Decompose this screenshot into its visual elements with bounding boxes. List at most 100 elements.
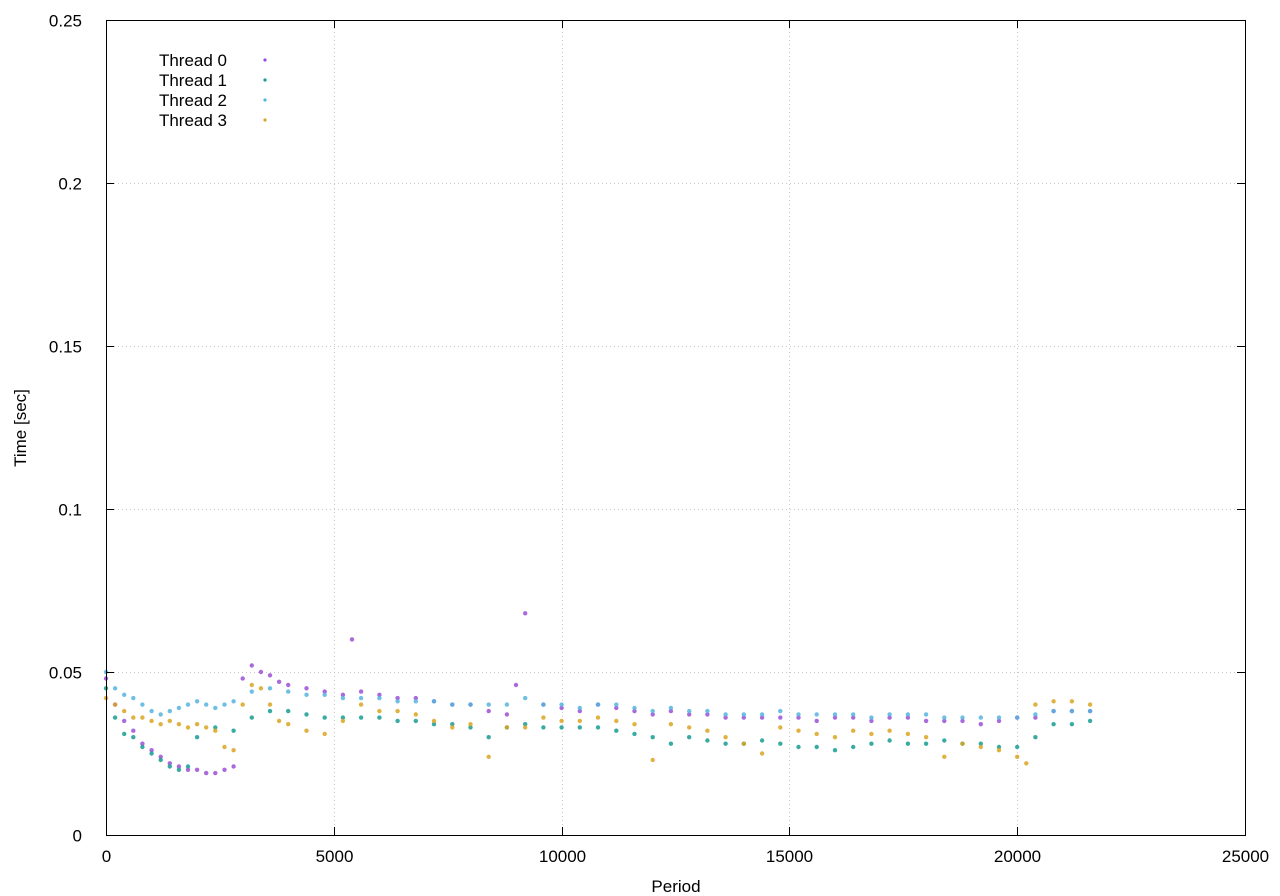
data-point <box>523 611 528 616</box>
legend-marker <box>263 98 267 102</box>
data-point <box>486 708 491 714</box>
data-point <box>887 738 892 743</box>
data-point <box>778 725 783 730</box>
x-tick-label: 20000 <box>994 847 1041 866</box>
data-point <box>112 702 118 707</box>
series-1 <box>103 686 1093 772</box>
data-point <box>358 715 364 720</box>
data-point <box>504 712 510 717</box>
data-point <box>431 718 437 724</box>
data-point <box>286 689 291 694</box>
data-point <box>304 728 309 733</box>
data-point <box>650 708 655 714</box>
data-point <box>960 741 965 746</box>
data-point <box>258 669 264 675</box>
data-point <box>286 722 291 727</box>
data-point <box>832 712 838 717</box>
data-point <box>996 744 1002 750</box>
plot-frame <box>106 20 1246 836</box>
data-point <box>276 679 282 684</box>
x-tick-label: 25000 <box>1222 847 1269 866</box>
data-point <box>942 715 947 720</box>
grid-layer <box>106 20 1245 835</box>
data-point <box>358 689 364 694</box>
legend-marker <box>263 78 267 82</box>
data-point <box>541 725 546 730</box>
data-point <box>632 708 637 714</box>
data-point <box>723 741 728 746</box>
data-point <box>541 715 546 720</box>
data-point <box>140 702 145 707</box>
data-point <box>723 715 728 720</box>
data-point <box>523 695 528 701</box>
data-point <box>258 686 264 691</box>
data-point <box>577 705 582 711</box>
data-point <box>486 702 491 707</box>
data-point <box>176 722 182 727</box>
data-point <box>814 731 819 737</box>
data-point <box>978 715 983 720</box>
data-point <box>1033 735 1038 740</box>
data-point <box>213 728 218 733</box>
series-3 <box>103 682 1093 766</box>
series-2 <box>103 669 1093 720</box>
x-tick-label: 15000 <box>766 847 813 866</box>
data-point <box>267 708 273 714</box>
data-point <box>1087 708 1093 714</box>
data-point <box>176 767 182 772</box>
y-tick-label: 0.25 <box>49 12 82 31</box>
data-point <box>340 692 346 697</box>
data-point <box>650 735 655 740</box>
data-point <box>222 702 227 707</box>
data-point <box>723 735 728 740</box>
x-axis-title: Period <box>651 877 700 896</box>
data-point <box>887 728 892 733</box>
data-point <box>231 748 236 753</box>
data-point <box>851 712 856 717</box>
data-point <box>194 699 200 704</box>
data-point <box>167 764 172 769</box>
data-point <box>523 725 528 730</box>
data-point <box>185 702 191 707</box>
data-point <box>131 695 136 701</box>
data-point <box>213 705 218 711</box>
data-point <box>158 757 163 763</box>
data-point <box>222 744 227 750</box>
data-point <box>759 751 765 756</box>
data-point <box>504 702 510 707</box>
data-point <box>1033 715 1038 720</box>
data-point <box>204 725 209 730</box>
data-point <box>869 731 874 737</box>
data-point <box>504 725 510 730</box>
data-point <box>149 708 154 714</box>
data-point <box>559 725 564 730</box>
data-point <box>869 715 874 720</box>
data-point <box>869 718 874 724</box>
data-point <box>322 715 327 720</box>
data-point <box>1024 761 1029 766</box>
data-point <box>413 695 418 701</box>
data-point <box>1087 718 1093 724</box>
data-point <box>240 702 245 707</box>
data-point <box>942 718 947 724</box>
data-point <box>286 708 291 714</box>
data-point <box>158 754 163 759</box>
data-point <box>851 715 856 720</box>
data-point <box>905 715 911 720</box>
data-point <box>687 725 692 730</box>
data-point <box>450 722 455 727</box>
data-point <box>614 718 619 724</box>
data-point <box>122 731 127 737</box>
data-point <box>796 715 801 720</box>
legend-label: Thread 1 <box>159 71 227 90</box>
data-point <box>905 741 911 746</box>
data-point <box>559 718 564 724</box>
data-point <box>832 715 838 720</box>
data-point <box>759 738 765 743</box>
data-point <box>687 708 692 714</box>
data-point <box>632 731 637 737</box>
data-point <box>1051 708 1056 714</box>
y-tick-label: 0.2 <box>58 175 82 194</box>
data-point <box>1069 699 1075 704</box>
